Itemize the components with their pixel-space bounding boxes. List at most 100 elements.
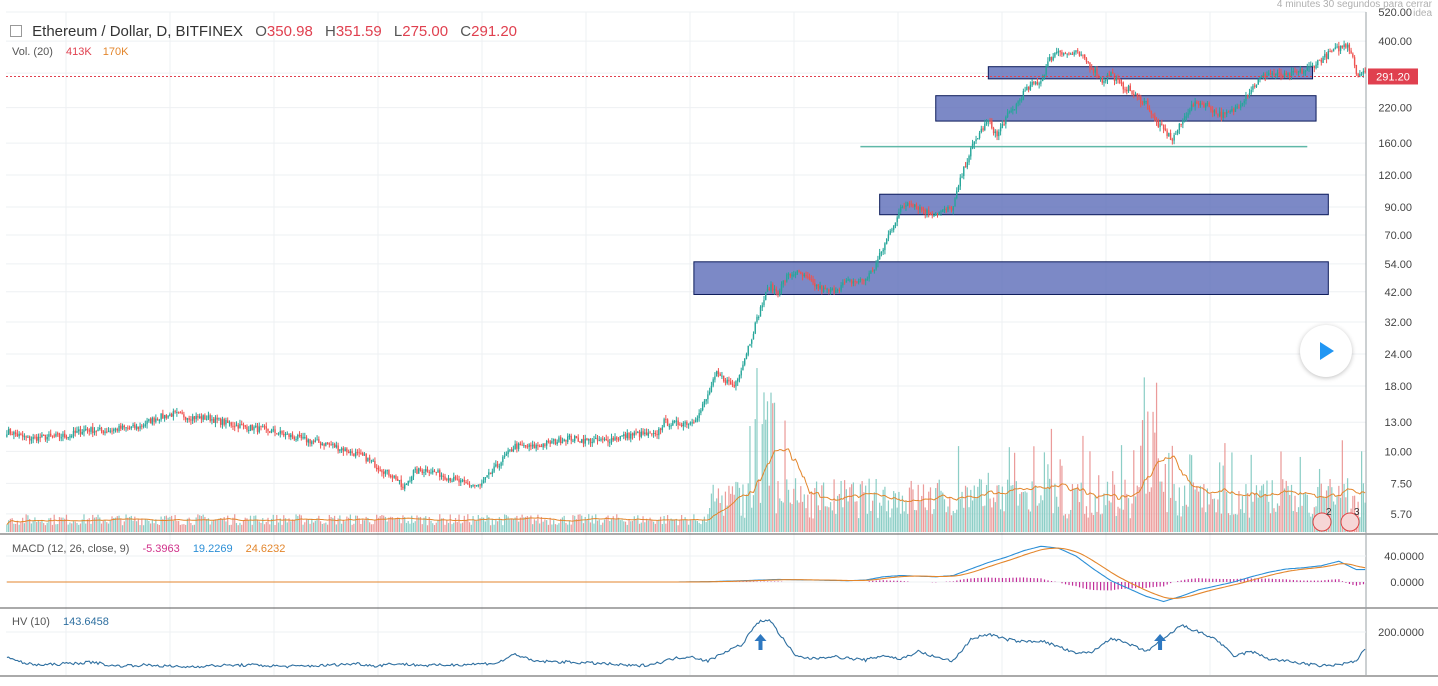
candle-body xyxy=(947,207,948,210)
volume-bar xyxy=(546,520,547,532)
volume-bar xyxy=(313,523,314,532)
support-resistance-zone[interactable] xyxy=(880,194,1329,214)
volume-bar xyxy=(201,516,202,532)
volume-bar xyxy=(292,519,293,532)
candle-body xyxy=(520,444,521,445)
candle-body xyxy=(658,429,659,435)
candle-body xyxy=(1131,91,1132,94)
volume-bar xyxy=(916,510,917,532)
candle-body xyxy=(10,429,11,434)
volume-bar xyxy=(323,523,324,532)
candle-body xyxy=(176,412,177,413)
volume-bar xyxy=(522,515,523,532)
candle-body xyxy=(951,208,952,211)
candle-body xyxy=(1224,112,1225,114)
volume-bar xyxy=(215,519,216,532)
candle-body xyxy=(1363,71,1364,73)
macd-histogram-bar xyxy=(879,580,880,582)
candle-body xyxy=(1361,74,1362,75)
collapse-square-icon[interactable] xyxy=(10,25,22,37)
candle-body xyxy=(341,448,342,449)
volume-bar xyxy=(432,523,433,532)
price-axis-tick-label: 120.00 xyxy=(1378,170,1412,182)
candle-body xyxy=(201,416,202,419)
candle-body xyxy=(260,426,261,427)
macd-histogram-bar xyxy=(876,581,877,582)
high-key: H xyxy=(325,23,336,40)
volume-bar xyxy=(830,502,831,532)
macd-histogram-bar xyxy=(1072,582,1073,586)
candle-body xyxy=(662,427,663,430)
play-button[interactable] xyxy=(1300,325,1352,377)
candle-body xyxy=(556,442,557,444)
candle-body xyxy=(1182,120,1183,124)
candle-body xyxy=(1009,112,1010,113)
macd-histogram-bar xyxy=(1352,582,1353,585)
volume-bar xyxy=(36,522,37,532)
candle-body xyxy=(630,434,631,439)
candle-body xyxy=(1226,112,1227,115)
candle-body xyxy=(1096,69,1097,77)
volume-bar xyxy=(1301,506,1302,532)
volume-bar xyxy=(287,522,288,532)
volume-bar xyxy=(24,523,25,532)
macd-histogram-bar xyxy=(1300,580,1301,582)
volume-bar xyxy=(157,524,158,532)
candle-body xyxy=(600,439,601,440)
support-resistance-zone[interactable] xyxy=(694,262,1328,295)
volume-bar xyxy=(280,518,281,532)
volume-bar xyxy=(111,516,112,532)
candle-body xyxy=(388,470,389,476)
candle-body xyxy=(343,448,344,451)
volume-bar xyxy=(1279,506,1280,532)
macd-axis-tick-label: 0.0000 xyxy=(1390,577,1424,589)
candle-body xyxy=(1268,73,1269,76)
volume-bar xyxy=(707,514,708,532)
candle-body xyxy=(339,449,340,451)
candle-body xyxy=(1243,101,1244,103)
candle-body xyxy=(1317,60,1318,65)
volume-bar xyxy=(50,518,51,532)
volume-bar xyxy=(756,368,757,532)
candle-body xyxy=(1038,83,1039,84)
candle-body xyxy=(882,250,883,252)
candle-body xyxy=(872,271,873,272)
candle-body xyxy=(371,460,372,461)
candle-body xyxy=(898,212,899,218)
candle-body xyxy=(202,415,203,420)
macd-histogram-bar xyxy=(869,581,870,582)
volume-bar xyxy=(453,523,454,532)
macd-histogram-bar xyxy=(890,581,891,582)
volume-bar xyxy=(855,502,856,532)
candle-body xyxy=(15,432,16,434)
candle-body xyxy=(1059,51,1060,52)
candle-body xyxy=(1265,74,1266,78)
volume-bar xyxy=(1089,451,1090,532)
volume-bar xyxy=(1079,502,1080,532)
volume-bar xyxy=(1110,502,1111,532)
candle-body xyxy=(1151,111,1152,114)
candle-body xyxy=(416,469,417,474)
candle-body xyxy=(839,290,840,291)
volume-bar xyxy=(150,524,151,532)
volume-bar xyxy=(849,487,850,532)
candle-body xyxy=(733,385,734,387)
candle-body xyxy=(854,281,855,282)
candle-body xyxy=(276,433,277,434)
candle-body xyxy=(115,428,116,429)
volume-bar xyxy=(495,520,496,532)
candle-body xyxy=(171,414,172,417)
volume-bar xyxy=(78,525,79,532)
candle-body xyxy=(1201,103,1202,104)
candle-body xyxy=(71,436,72,437)
volume-bar xyxy=(511,519,512,532)
candle-body xyxy=(111,431,112,432)
volume-bar xyxy=(1238,491,1239,532)
macd-histogram-bar xyxy=(1026,578,1027,582)
macd-histogram-bar xyxy=(960,580,961,582)
candle-body xyxy=(967,162,968,167)
support-resistance-zone[interactable] xyxy=(936,96,1316,121)
candle-body xyxy=(1103,81,1104,83)
